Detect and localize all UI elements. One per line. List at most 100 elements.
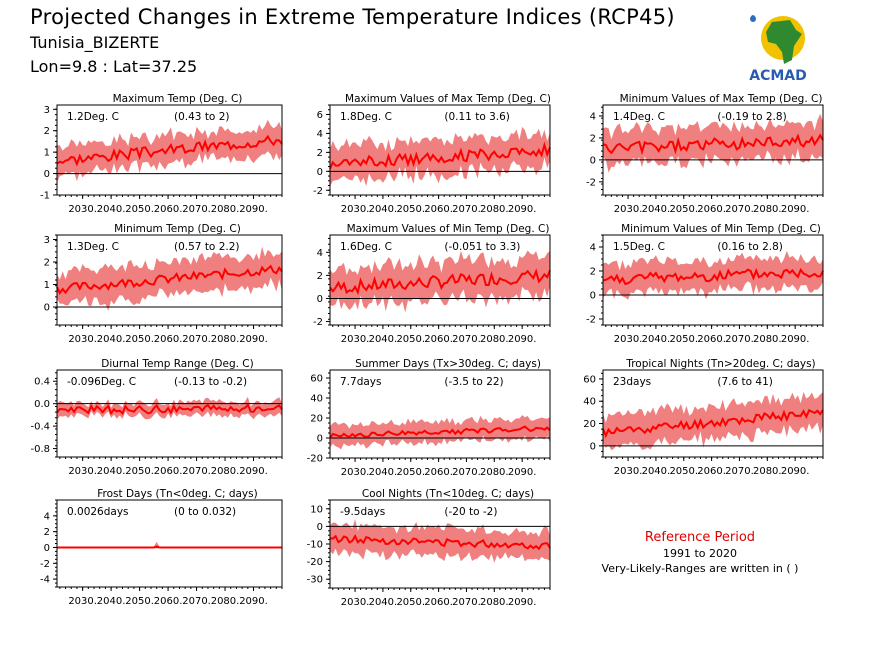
y-tick-label: 3 [44,235,50,246]
mean-change-label: 23days [613,376,651,388]
y-tick-label: 2 [44,126,50,137]
x-tick-label: 2040. [97,204,126,215]
y-tick-label: 4 [317,129,323,140]
range-label: (0.16 to 2.8) [717,241,783,253]
x-tick-label: 2070. [182,204,211,215]
x-tick-label: 2060. [424,467,453,478]
x-tick-label: 2080. [480,597,509,608]
x-tick-label: 2060. [697,204,726,215]
x-tick-label: 2050. [125,334,154,345]
x-tick-label: 2080. [480,467,509,478]
y-tick-label: 40 [310,394,323,405]
range-label: (0 to 0.032) [174,506,236,518]
mean-line-9 [602,408,824,439]
x-tick-label: 2050. [669,334,698,345]
plot-frame [56,104,283,196]
x-tick-label: 2030. [341,334,370,345]
x-tick-label: 2090. [508,467,537,478]
chart-panel-6: -2 0 2 4 2030. 2040. 2050. 2060. 2070. 2080. 2090.… [586,223,824,345]
chart-panel-5: -2 0 2 4 2030. 2040. 2050. 2060. 2070. 2080. 2090.… [313,223,551,345]
x-tick-label: 2090. [508,334,537,345]
y-tick-label: -2 [586,177,596,188]
x-tick-label: 2080. [211,204,240,215]
mean-line-11 [329,534,551,551]
plot-frame [602,104,824,196]
x-tick-label: 2080. [753,334,782,345]
x-tick-label: 2040. [642,466,671,477]
x-tick-label: 2040. [369,597,398,608]
chart-panel-10: -4 -2 0 2 4 2030. 2040. 2050. 2060. 2070. 2080. 209… [40,488,283,607]
y-tick-label: 60 [583,374,596,385]
x-tick-label: 2050. [125,596,154,607]
y-tick-label: 1 [44,148,50,159]
y-tick-label: 0 [317,294,323,305]
mean-change-label: -9.5days [340,506,385,518]
plot-frame [329,369,551,459]
mean-change-label: 1.6Deg. C [340,241,392,253]
range-band-1 [57,119,282,183]
x-tick-label: 2060. [424,204,453,215]
panel-title: Diurnal Temp Range (Deg. C) [101,358,253,370]
x-tick-label: 2080. [753,204,782,215]
mean-change-label: 0.0026days [67,506,129,518]
y-tick-label: -2 [40,559,50,570]
panel-title: Maximum Values of Max Temp (Deg. C) [345,93,551,105]
y-tick-label: -1 [40,191,50,202]
coordinates-label: Lon=9.8 : Lat=37.25 [30,57,198,76]
y-tick-label: 0.0 [34,399,50,410]
mean-change-label: 1.3Deg. C [67,241,119,253]
y-tick-label: 2 [317,148,323,159]
panel-title: Maximum Temp (Deg. C) [113,93,243,105]
plot-frame [56,369,283,458]
x-tick-label: 2070. [452,597,481,608]
location-label: Tunisia_BIZERTE [30,33,160,52]
x-tick-label: 2030. [614,466,643,477]
x-tick-label: 2070. [725,466,754,477]
chart-panel-9: 0 20 40 60 2030. 2040. 2050. 2060. 2070. 2080. 209… [583,358,824,477]
reference-note: Very-Likely-Ranges are written in ( ) [601,562,799,575]
mean-line-2 [329,141,551,170]
mean-line-4 [56,264,283,295]
plot-frame [329,104,551,196]
plot-frame [602,369,824,458]
range-label: (0.57 to 2.2) [174,241,240,253]
x-tick-label: 2060. [154,596,183,607]
x-tick-label: 2080. [211,334,240,345]
y-tick-label: -2 [586,315,596,326]
range-label: (-0.13 to -0.2) [174,376,247,388]
y-tick-label: 4 [44,511,50,522]
x-tick-label: 2050. [396,597,425,608]
y-tick-label: 4 [317,248,323,259]
mean-line-1 [56,134,283,167]
x-tick-label: 2070. [452,467,481,478]
mean-change-label: 1.4Deg. C [613,111,665,123]
x-tick-label: 2050. [396,467,425,478]
x-tick-label: 2090. [239,466,268,477]
x-tick-label: 2040. [642,204,671,215]
chart-panel-8: -20 0 20 40 60 2030. 2040. 2050. 2060. 2070. 2080.… [307,358,551,478]
x-tick-label: 2070. [725,334,754,345]
x-tick-label: 2090. [781,334,810,345]
range-band-6 [603,250,823,300]
x-tick-label: 2080. [753,466,782,477]
y-tick-label: 2 [44,527,50,538]
range-label: (-3.5 to 22) [444,376,503,388]
y-tick-label: 6 [317,110,323,121]
y-tick-label: -10 [307,540,323,551]
y-tick-label: 0 [44,303,50,314]
y-tick-label: 0 [44,543,50,554]
mean-line-5 [329,268,551,296]
x-tick-label: 2060. [154,334,183,345]
mean-change-label: 1.8Deg. C [340,111,392,123]
chart-panel-3: -2 0 2 4 2030. 2040. 2050. 2060. 2070. 2080. 2090.… [586,93,824,215]
x-tick-label: 2090. [239,204,268,215]
y-tick-label: -30 [307,575,323,586]
x-tick-label: 2090. [508,204,537,215]
x-tick-label: 2050. [669,466,698,477]
y-tick-label: 20 [583,419,596,430]
x-tick-label: 2080. [480,204,509,215]
x-tick-label: 2050. [396,334,425,345]
y-tick-label: 0 [590,155,596,166]
